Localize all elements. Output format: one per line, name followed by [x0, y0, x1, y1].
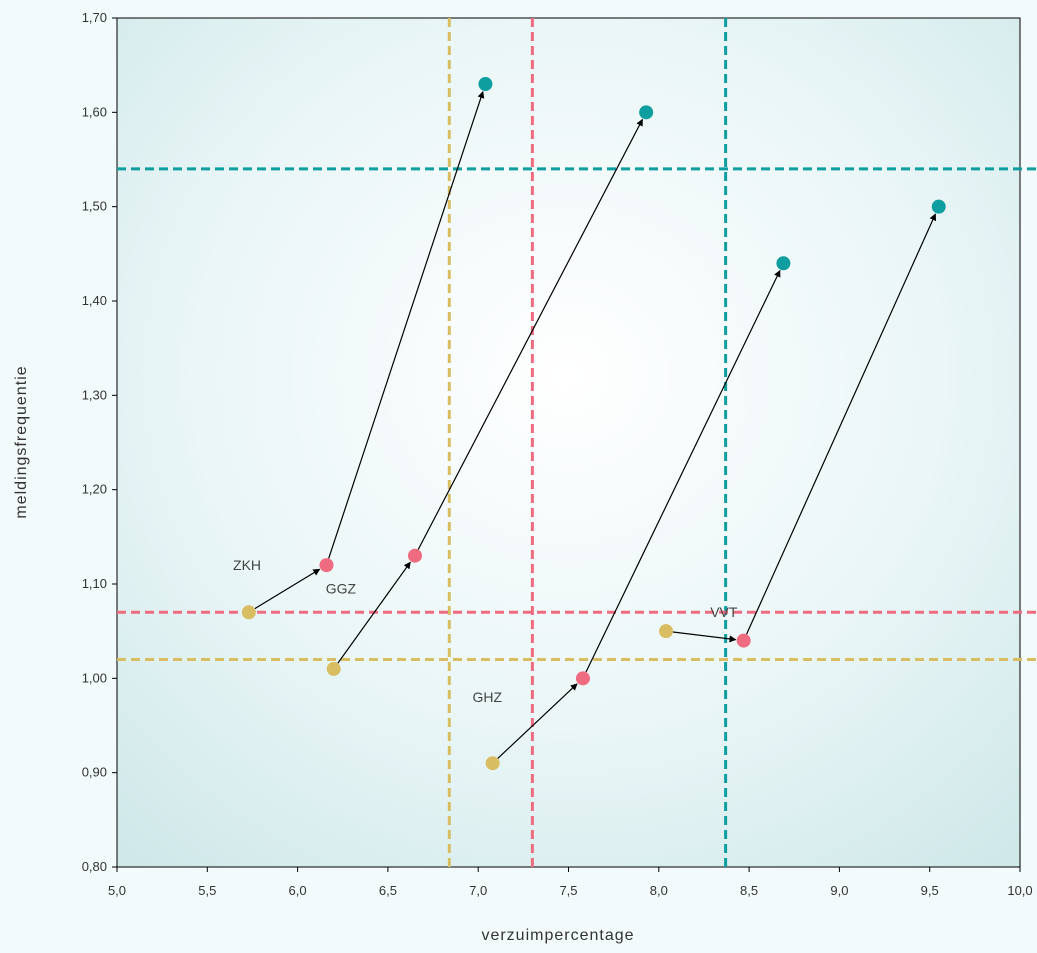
- y-tick-label: 1,00: [82, 670, 107, 685]
- y-tick-label: 1,20: [82, 482, 107, 497]
- data-point: [659, 624, 674, 639]
- data-point: [931, 199, 946, 214]
- arrow: [585, 269, 781, 673]
- y-tick-label: 1,40: [82, 293, 107, 308]
- data-point: [326, 661, 341, 676]
- data-point: [241, 605, 256, 620]
- y-tick-label: 0,80: [82, 859, 107, 874]
- y-tick-label: 1,50: [82, 199, 107, 214]
- x-tick-label: 5,0: [108, 883, 126, 898]
- x-tick-label: 6,5: [379, 883, 397, 898]
- x-tick-label: 9,0: [830, 883, 848, 898]
- arrow: [746, 213, 937, 635]
- point-label: VVT: [710, 604, 738, 620]
- plot-area: [116, 17, 1021, 868]
- y-axis: 0,80 0,90 1,00 1,10 1,20 1,30 1,40 1,50 1,60 1,70: [82, 10, 117, 874]
- y-tick-label: 1,60: [82, 104, 107, 119]
- y-tick-label: 1,30: [82, 387, 107, 402]
- annotations: ZKH GGZ GHZ VVT: [233, 557, 738, 705]
- x-tick-label: 7,0: [469, 883, 487, 898]
- point-label: GGZ: [326, 580, 357, 596]
- data-point: [776, 256, 791, 271]
- x-tick-label: 9,5: [921, 883, 939, 898]
- arrow: [497, 683, 578, 759]
- data-point: [478, 77, 493, 92]
- arrow: [328, 90, 485, 559]
- y-axis-title: meldingsfrequentie: [13, 365, 30, 518]
- data-point: [639, 105, 654, 120]
- y-tick-label: 1,10: [82, 576, 107, 591]
- x-tick-label: 6,0: [289, 883, 307, 898]
- data-point: [485, 756, 500, 771]
- point-label: GHZ: [472, 689, 502, 705]
- data-point: [736, 633, 751, 648]
- arrow: [672, 631, 737, 643]
- data-point: [575, 671, 590, 686]
- data-point: [407, 548, 422, 563]
- point-label: ZKH: [233, 557, 261, 573]
- arrows: [254, 90, 937, 759]
- x-tick-label: 7,5: [559, 883, 577, 898]
- arrow: [254, 568, 321, 610]
- y-tick-label: 1,70: [82, 10, 107, 25]
- x-tick-label: 8,5: [740, 883, 758, 898]
- data-points: [241, 77, 946, 771]
- y-tick-label: 0,90: [82, 765, 107, 780]
- x-tick-label: 5,5: [198, 883, 216, 898]
- x-axis-title: verzuimpercentage: [481, 927, 634, 944]
- x-axis: 5,0 5,5 6,0 6,5 7,0 7,5 8,0 8,5 9,0 9,5 10,0: [108, 867, 1033, 898]
- arrow: [337, 561, 411, 664]
- x-tick-label: 10,0: [1007, 883, 1032, 898]
- x-tick-label: 8,0: [650, 883, 668, 898]
- data-point: [319, 558, 334, 573]
- arrow: [417, 118, 643, 550]
